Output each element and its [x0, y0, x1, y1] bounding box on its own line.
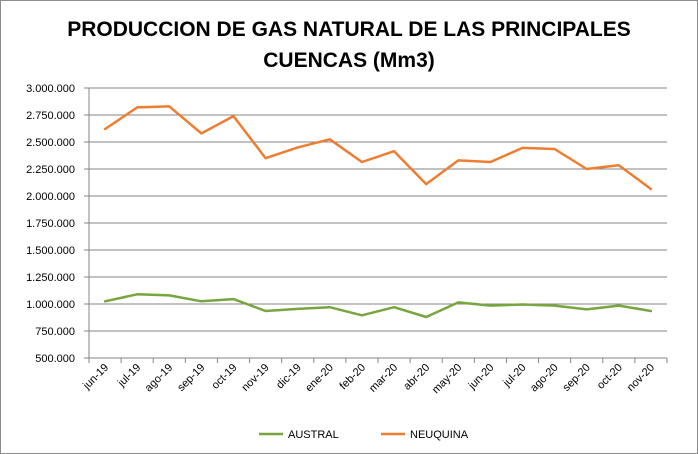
x-tick-label: sep-20: [561, 362, 593, 394]
x-tick-label: jul-19: [115, 362, 143, 390]
y-tick-label: 1.000.000: [26, 299, 75, 311]
gridlines: [89, 87, 667, 359]
x-tick-label: ene-20: [303, 362, 336, 395]
y-tick-label: 3.000.000: [26, 83, 75, 95]
x-axis-tick-labels: jun-19 jul-19 ago-19 sep-19 oct-19 nov-19 dic-…: [80, 362, 657, 396]
series-lines: [103, 105, 653, 319]
chart-title-line-2: CUENCAS (Mm3): [263, 49, 435, 72]
x-tick-label: mar-20: [367, 362, 400, 395]
legend: AUSTRAL NEUQUINA: [259, 429, 469, 441]
y-tick-label: 1.500.000: [26, 245, 75, 257]
x-tick-label: oct-19: [210, 362, 240, 392]
y-tick-label: 2.500.000: [26, 137, 75, 149]
x-tick-label: ago-19: [143, 362, 176, 395]
x-tick-label: dic-19: [274, 362, 304, 392]
x-tick-label: ago-20: [528, 362, 561, 395]
y-tick-label: 2.000.000: [26, 191, 75, 203]
x-tick-label: jul-20: [500, 362, 528, 390]
x-tick-label: nov-19: [239, 362, 271, 394]
legend-label-neuquina: NEUQUINA: [410, 429, 469, 441]
y-tick-label: 500.000: [35, 353, 75, 365]
series-line-neuquina: [103, 105, 653, 191]
axes: [84, 87, 668, 363]
y-tick-label: 2.250.000: [26, 164, 75, 176]
y-tick-label: 1.250.000: [26, 272, 75, 284]
y-axis-tick-labels: 500.000 750.000 1.000.000 1.250.000 1.500.00…: [26, 83, 75, 365]
x-tick-label: nov-20: [625, 362, 657, 394]
x-tick-label: jun-19: [80, 362, 111, 393]
x-tick-label: jun-20: [466, 362, 497, 393]
y-tick-label: 1.750.000: [26, 218, 75, 230]
x-tick-label: may-20: [430, 362, 464, 396]
legend-label-austral: AUSTRAL: [288, 429, 339, 441]
x-tick-label: sep-19: [175, 362, 207, 394]
chart-title-line-1: PRODUCCION DE GAS NATURAL DE LAS PRINCIP…: [67, 18, 631, 41]
y-tick-label: 750.000: [35, 326, 75, 338]
x-tick-label: feb-20: [338, 362, 369, 393]
x-tick-label: abr-20: [401, 362, 432, 393]
y-tick-label: 2.750.000: [26, 110, 75, 122]
x-tick-label: oct-20: [595, 362, 625, 392]
series-line-austral: [103, 293, 653, 319]
